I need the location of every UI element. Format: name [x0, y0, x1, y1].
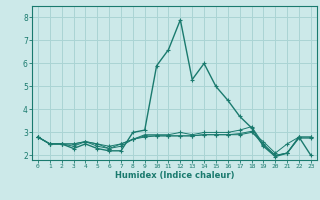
X-axis label: Humidex (Indice chaleur): Humidex (Indice chaleur) — [115, 171, 234, 180]
